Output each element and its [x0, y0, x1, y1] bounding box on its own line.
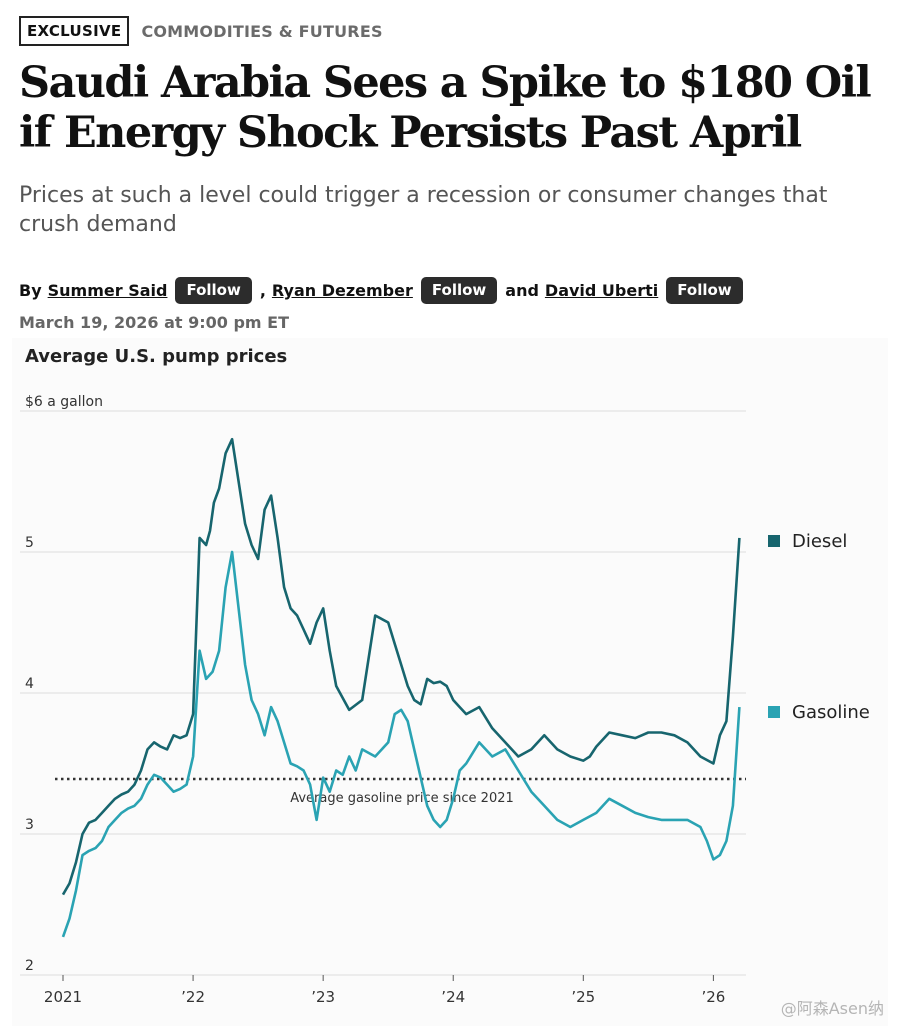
byline-separator: , [259, 281, 266, 300]
publish-date: March 19, 2026 at 9:00 pm ET [19, 313, 289, 332]
byline-conjunction: and [505, 281, 539, 300]
watermark: @阿森Asen纳 [781, 999, 884, 1018]
chart-background [12, 338, 888, 1026]
byline-prefix: By [19, 281, 42, 300]
y-tick-label: $6 a gallon [25, 394, 103, 410]
headline: Saudi Arabia Sees a Spike to $180 Oil if… [19, 58, 872, 158]
section-link[interactable]: COMMODITIES & FUTURES [141, 21, 383, 41]
x-tick-label: 2021 [44, 988, 82, 1006]
follow-button-david-uberti[interactable]: Follow [666, 277, 743, 304]
y-tick-label: 5 [25, 535, 34, 551]
y-tick-label: 4 [25, 676, 34, 692]
x-tick-label: ’26 [701, 988, 725, 1006]
average-gasoline-label: Average gasoline price since 2021 [290, 791, 514, 806]
author-david-uberti[interactable]: David Uberti [544, 281, 659, 300]
chart-title: Average U.S. pump prices [25, 346, 287, 367]
gasoline-series-line [61, 550, 741, 938]
x-tick-label: ’22 [181, 988, 205, 1006]
x-tick-label: ’23 [311, 988, 335, 1006]
y-tick-label: 2 [25, 958, 34, 974]
author-ryan-dezember[interactable]: Ryan Dezember [271, 281, 413, 300]
y-tick-label: 3 [25, 817, 34, 833]
byline: By Summer Said Follow , Ryan Dezember Fo… [19, 277, 751, 304]
exclusive-tag: EXCLUSIVE [19, 16, 130, 46]
follow-button-summer-said[interactable]: Follow [175, 277, 252, 304]
diesel-series-line [61, 437, 741, 896]
x-tick-label: ’24 [441, 988, 465, 1006]
dek: Prices at such a level could trigger a r… [19, 183, 828, 237]
legend-gasoline-swatch [768, 706, 780, 718]
author-summer-said[interactable]: Summer Said [47, 281, 168, 300]
legend-diesel-label: Diesel [792, 531, 847, 552]
legend-gasoline-label: Gasoline [792, 702, 870, 723]
tag-row: EXCLUSIVE COMMODITIES & FUTURES [19, 16, 383, 46]
follow-button-ryan-dezember[interactable]: Follow [420, 277, 498, 304]
legend-diesel-swatch [768, 535, 780, 547]
x-tick-label: ’25 [571, 988, 595, 1006]
